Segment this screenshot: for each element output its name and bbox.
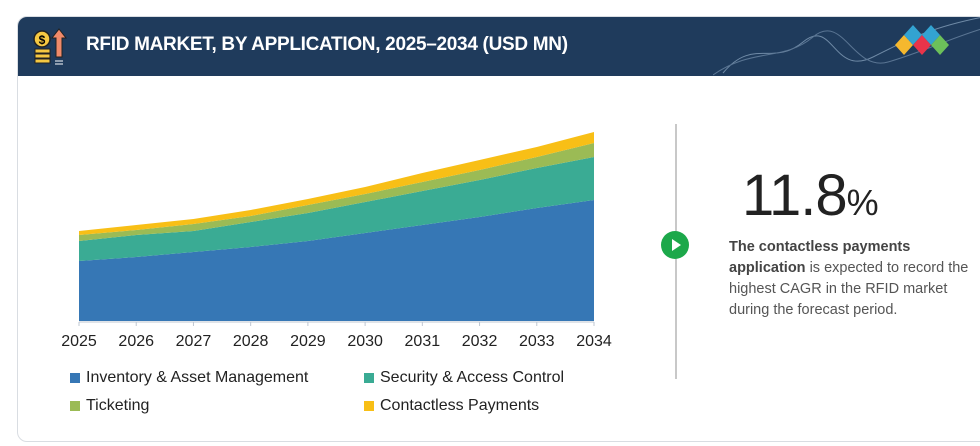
svg-text:$: $ xyxy=(39,33,46,47)
description-bold: The contactless payments application xyxy=(729,239,911,276)
legend-item-security: Security & Access Control xyxy=(364,369,564,387)
play-icon xyxy=(661,231,689,259)
x-tick-label: 2029 xyxy=(290,333,326,350)
legend-label: Ticketing xyxy=(86,397,150,414)
area-series-0 xyxy=(79,200,594,321)
header-decoration xyxy=(713,17,980,76)
x-tick-label: 2031 xyxy=(404,333,441,350)
money-growth-icon: $ xyxy=(33,28,68,65)
legend-item-ticketing: Ticketing xyxy=(70,397,149,415)
x-tick-label: 2033 xyxy=(518,333,555,350)
legend-swatch xyxy=(70,401,80,411)
legend-item-contactless: Contactless Payments xyxy=(364,397,539,415)
area-series-2 xyxy=(79,143,594,241)
chart-title: RFID MARKET, BY APPLICATION, 2025–2034 (… xyxy=(86,34,568,55)
x-tick-label: 2025 xyxy=(61,333,97,350)
legend-swatch xyxy=(364,401,374,411)
x-tick-label: 2034 xyxy=(576,333,612,350)
x-tick-label: 2032 xyxy=(461,333,498,350)
x-tick-label: 2026 xyxy=(118,333,155,350)
cagr-value: 11.8% xyxy=(742,162,879,229)
x-tick-label: 2027 xyxy=(175,333,212,350)
description-text: is expected to record the highest CAGR i… xyxy=(729,260,969,318)
legend-swatch xyxy=(364,373,374,383)
x-tick-label: 2028 xyxy=(232,333,269,350)
legend-label: Contactless Payments xyxy=(380,397,540,414)
legend-label: Security & Access Control xyxy=(380,369,565,386)
cagr-unit: % xyxy=(846,182,879,223)
cagr-description: The contactless payments application is … xyxy=(729,237,969,321)
legend-swatch xyxy=(70,373,80,383)
header: $ RFID MARKET, BY APPLICATION, 2025–2034… xyxy=(18,17,980,76)
x-tick-label: 2030 xyxy=(347,333,383,350)
legend-item-inventory: Inventory & Asset Management xyxy=(70,369,308,387)
area-series-1 xyxy=(79,157,594,261)
legend-label: Inventory & Asset Management xyxy=(86,369,309,386)
cagr-number: 11.8 xyxy=(742,163,848,228)
